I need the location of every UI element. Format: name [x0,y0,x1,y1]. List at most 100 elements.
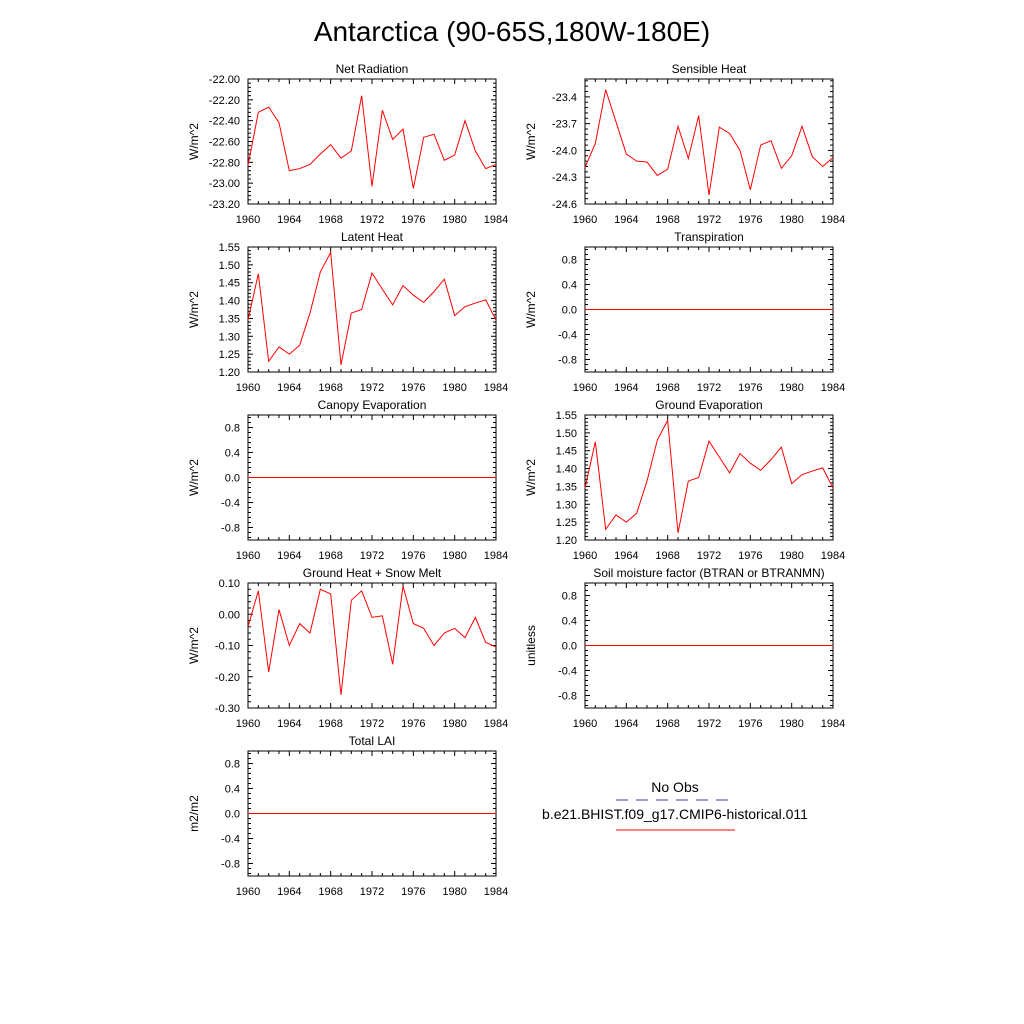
panel-ground-evaporation: Ground Evaporation W/m^2 1960 1964 1968 1972 1… [524,398,845,562]
y-tick-label: 1.20 [556,535,577,547]
x-tick-label: 1984 [821,214,845,226]
x-tick-label: 1972 [360,886,384,898]
y-tick-label: 0.8 [562,255,577,267]
y-tick-label: 0.4 [225,784,240,796]
x-tick-label: 1968 [318,718,342,730]
panel-sensible-heat: Sensible Heat W/m^2 1960 1964 1968 1972 1976 19… [524,62,845,226]
x-tick-label: 1964 [614,382,638,394]
y-axis-label: unitless [524,625,538,666]
y-tick-label: 1.25 [556,517,577,529]
x-tick-label: 1980 [442,382,466,394]
y-tick-label: -0.8 [221,859,240,871]
y-tick-label: -23.4 [552,92,577,104]
y-tick-label: -0.20 [215,672,240,684]
series-line [584,89,834,196]
x-tick-label: 1976 [401,214,425,226]
y-tick-label: 1.35 [556,481,577,493]
x-tick-label: 1976 [401,886,425,898]
x-tick-label: 1980 [779,382,803,394]
x-tick-label: 1984 [821,718,845,730]
x-tick-label: 1960 [573,382,597,394]
x-tick-label: 1960 [236,214,260,226]
x-tick-label: 1964 [614,214,638,226]
panel-title: Total LAI [349,734,396,748]
panel-title: Latent Heat [341,230,404,244]
x-tick-label: 1964 [277,382,301,394]
y-tick-label: 1.50 [219,260,240,272]
x-tick-label: 1980 [442,550,466,562]
y-tick-label: -0.4 [558,666,577,678]
x-tick-label: 1960 [573,550,597,562]
y-axis-label: m2/m2 [187,795,201,832]
legend-label-no-obs: No Obs [651,779,698,795]
y-tick-label: 0.10 [219,578,240,590]
y-axis-label: W/m^2 [187,627,201,664]
x-tick-label: 1984 [821,382,845,394]
x-tick-label: 1984 [484,718,508,730]
y-tick-label: 0.4 [562,616,577,628]
panel-canopy-evaporation: Canopy Evaporation W/m^2 1960 1964 1968 1972 1… [187,398,508,562]
y-tick-label: -22.20 [209,95,240,107]
x-tick-label: 1972 [697,214,721,226]
x-tick-label: 1972 [360,550,384,562]
panel-net-radiation: Net Radiation W/m^2 1960 1964 1968 1972 1976 19… [187,62,508,226]
x-tick-label: 1964 [277,214,301,226]
series-line [247,95,497,189]
y-tick-label: -0.4 [221,498,240,510]
x-tick-label: 1964 [277,718,301,730]
y-tick-label: -22.40 [209,116,240,128]
y-tick-label: 0.4 [225,448,240,460]
x-tick-label: 1968 [318,886,342,898]
x-tick-label: 1976 [738,382,762,394]
y-axis-label: W/m^2 [524,123,538,160]
x-tick-label: 1968 [655,718,679,730]
y-tick-label: 0.8 [225,759,240,771]
y-tick-label: -0.8 [221,523,240,535]
y-tick-label: 1.55 [219,242,240,254]
legend: No Obs b.e21.BHIST.f09_g17.CMIP6-histori… [542,779,808,831]
x-tick-label: 1984 [484,550,508,562]
x-tick-label: 1976 [401,718,425,730]
y-axis-label: W/m^2 [524,459,538,496]
y-tick-label: -22.80 [209,157,240,169]
x-tick-label: 1960 [573,718,597,730]
panel-total-lai: Total LAI m2/m2 1960 1964 1968 1972 1976 1980 19… [187,734,508,898]
y-tick-label: -0.8 [558,355,577,367]
x-tick-label: 1980 [779,550,803,562]
x-tick-label: 1984 [484,214,508,226]
y-tick-label: -23.00 [209,178,240,190]
x-tick-label: 1972 [360,718,384,730]
x-tick-label: 1964 [614,550,638,562]
y-tick-label: 0.0 [562,305,577,317]
x-tick-label: 1972 [360,382,384,394]
y-tick-label: -24.3 [552,172,577,184]
panel-title: Net Radiation [336,62,409,76]
y-tick-label: -24.6 [552,199,577,211]
panel-latent-heat: Latent Heat W/m^2 1960 1964 1968 1972 1976 1980… [187,230,508,394]
x-tick-label: 1964 [277,550,301,562]
panel-transpiration: Transpiration W/m^2 1960 1964 1968 1972 1976 19… [524,230,845,394]
x-tick-label: 1976 [401,382,425,394]
y-tick-label: 0.00 [219,609,240,621]
x-tick-label: 1972 [697,718,721,730]
x-tick-label: 1976 [401,550,425,562]
y-tick-label: -0.4 [558,330,577,342]
panel-ground-heat-snow-melt: Ground Heat + Snow Melt W/m^2 1960 1964 1968… [187,566,508,730]
y-tick-label: 0.0 [225,473,240,485]
y-tick-label: 1.20 [219,367,240,379]
y-tick-label: 0.4 [562,280,577,292]
y-tick-label: 0.8 [562,591,577,603]
x-tick-label: 1984 [484,886,508,898]
panel-title: Sensible Heat [672,62,747,76]
x-tick-label: 1984 [484,382,508,394]
x-tick-label: 1960 [236,382,260,394]
y-tick-label: 1.45 [219,278,240,290]
x-tick-label: 1960 [573,214,597,226]
x-tick-label: 1968 [655,550,679,562]
x-tick-label: 1976 [738,550,762,562]
y-tick-label: 1.25 [219,349,240,361]
y-axis-label: W/m^2 [524,291,538,328]
y-axis-label: W/m^2 [187,459,201,496]
plot-frame [247,246,497,373]
x-tick-label: 1960 [236,718,260,730]
